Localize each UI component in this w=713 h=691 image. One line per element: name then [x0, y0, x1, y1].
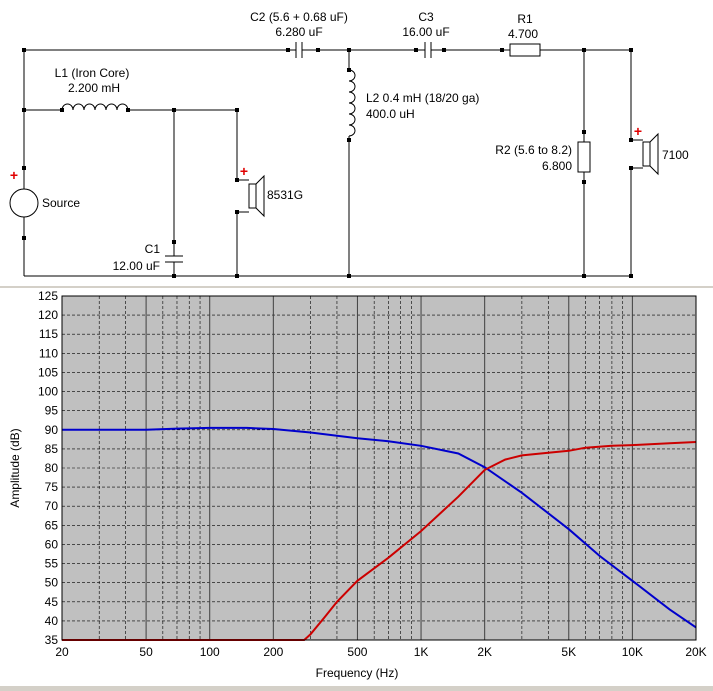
- y-tick-label: 100: [38, 385, 58, 399]
- x-tick-label: 10K: [622, 645, 643, 659]
- x-tick-label: 500: [347, 645, 367, 659]
- c3-value: 16.00 uF: [402, 25, 449, 39]
- tweeter-polarity: +: [634, 123, 642, 139]
- y-tick-label: 45: [45, 595, 59, 609]
- y-tick-label: 65: [45, 518, 59, 532]
- x-axis-label: Frequency (Hz): [316, 666, 399, 680]
- woofer-polarity: +: [240, 163, 248, 179]
- woofer-response-line: [62, 426, 697, 629]
- r2-value: 6.800: [542, 159, 572, 173]
- x-tick-label: 20K: [685, 645, 706, 659]
- y-tick-label: 120: [38, 308, 58, 322]
- x-tick-label: 2K: [477, 645, 492, 659]
- frequency-response-panel: 35 40 45 50 55 60 65 70 75 80 85 90 95 100 105 110 115 12…: [0, 288, 713, 686]
- frequency-response-chart: 35 40 45 50 55 60 65 70 75 80 85 90 95 100 105 110 115 12…: [8, 289, 707, 680]
- c3-name: C3: [418, 10, 434, 24]
- l1-name: L1 (Iron Core): [55, 66, 130, 80]
- y-tick-label: 115: [39, 327, 58, 341]
- y-tick-label: 55: [45, 557, 59, 571]
- source-polarity: +: [10, 167, 18, 183]
- c2-value: 6.280 uF: [275, 25, 322, 39]
- y-tick-label: 105: [38, 365, 58, 379]
- c1-value: 12.00 uF: [113, 259, 160, 273]
- source-label: Source: [42, 196, 80, 210]
- c2-name: C2 (5.6 + 0.68 uF): [250, 10, 348, 24]
- y-tick-label: 60: [45, 537, 59, 551]
- x-tick-label: 200: [263, 645, 283, 659]
- y-tick-label: 40: [45, 614, 59, 628]
- crossover-schematic: + Source L1 (Iron Core) 2.200 mH C1 12.0…: [0, 0, 713, 286]
- x-tick-label: 1K: [414, 645, 429, 659]
- tweeter-label: 7100: [662, 148, 689, 162]
- x-tick-label: 5K: [561, 645, 576, 659]
- r1-name: R1: [517, 12, 533, 26]
- y-tick-label: 70: [45, 499, 59, 513]
- x-tick-label: 100: [200, 645, 220, 659]
- tweeter-response-line: [62, 441, 697, 641]
- y-tick-label: 80: [45, 461, 59, 475]
- y-tick-label: 110: [39, 346, 58, 360]
- y-tick-label: 85: [45, 442, 59, 456]
- schematic-drawing: + Source L1 (Iron Core) 2.200 mH C1 12.0…: [9, 10, 689, 278]
- x-tick-label: 50: [139, 645, 153, 659]
- y-tick-label: 125: [38, 289, 58, 303]
- l1-value: 2.200 mH: [68, 81, 120, 95]
- y-tick-label: 90: [45, 423, 59, 437]
- y-tick-label: 75: [45, 480, 59, 494]
- c1-name: C1: [145, 242, 161, 256]
- y-tick-label: 50: [45, 576, 59, 590]
- x-tick-label: 20: [55, 645, 69, 659]
- r1-value: 4.700: [508, 27, 538, 41]
- woofer-label: 8531G: [267, 188, 303, 202]
- r2-name: R2 (5.6 to 8.2): [495, 143, 572, 157]
- l2-value: 400.0 uH: [366, 107, 415, 121]
- l2-name: L2 0.4 mH (18/20 ga): [366, 91, 479, 105]
- y-tick-label: 35: [45, 633, 59, 647]
- y-axis-label: Amplitude (dB): [8, 428, 22, 507]
- y-tick-label: 95: [45, 404, 59, 418]
